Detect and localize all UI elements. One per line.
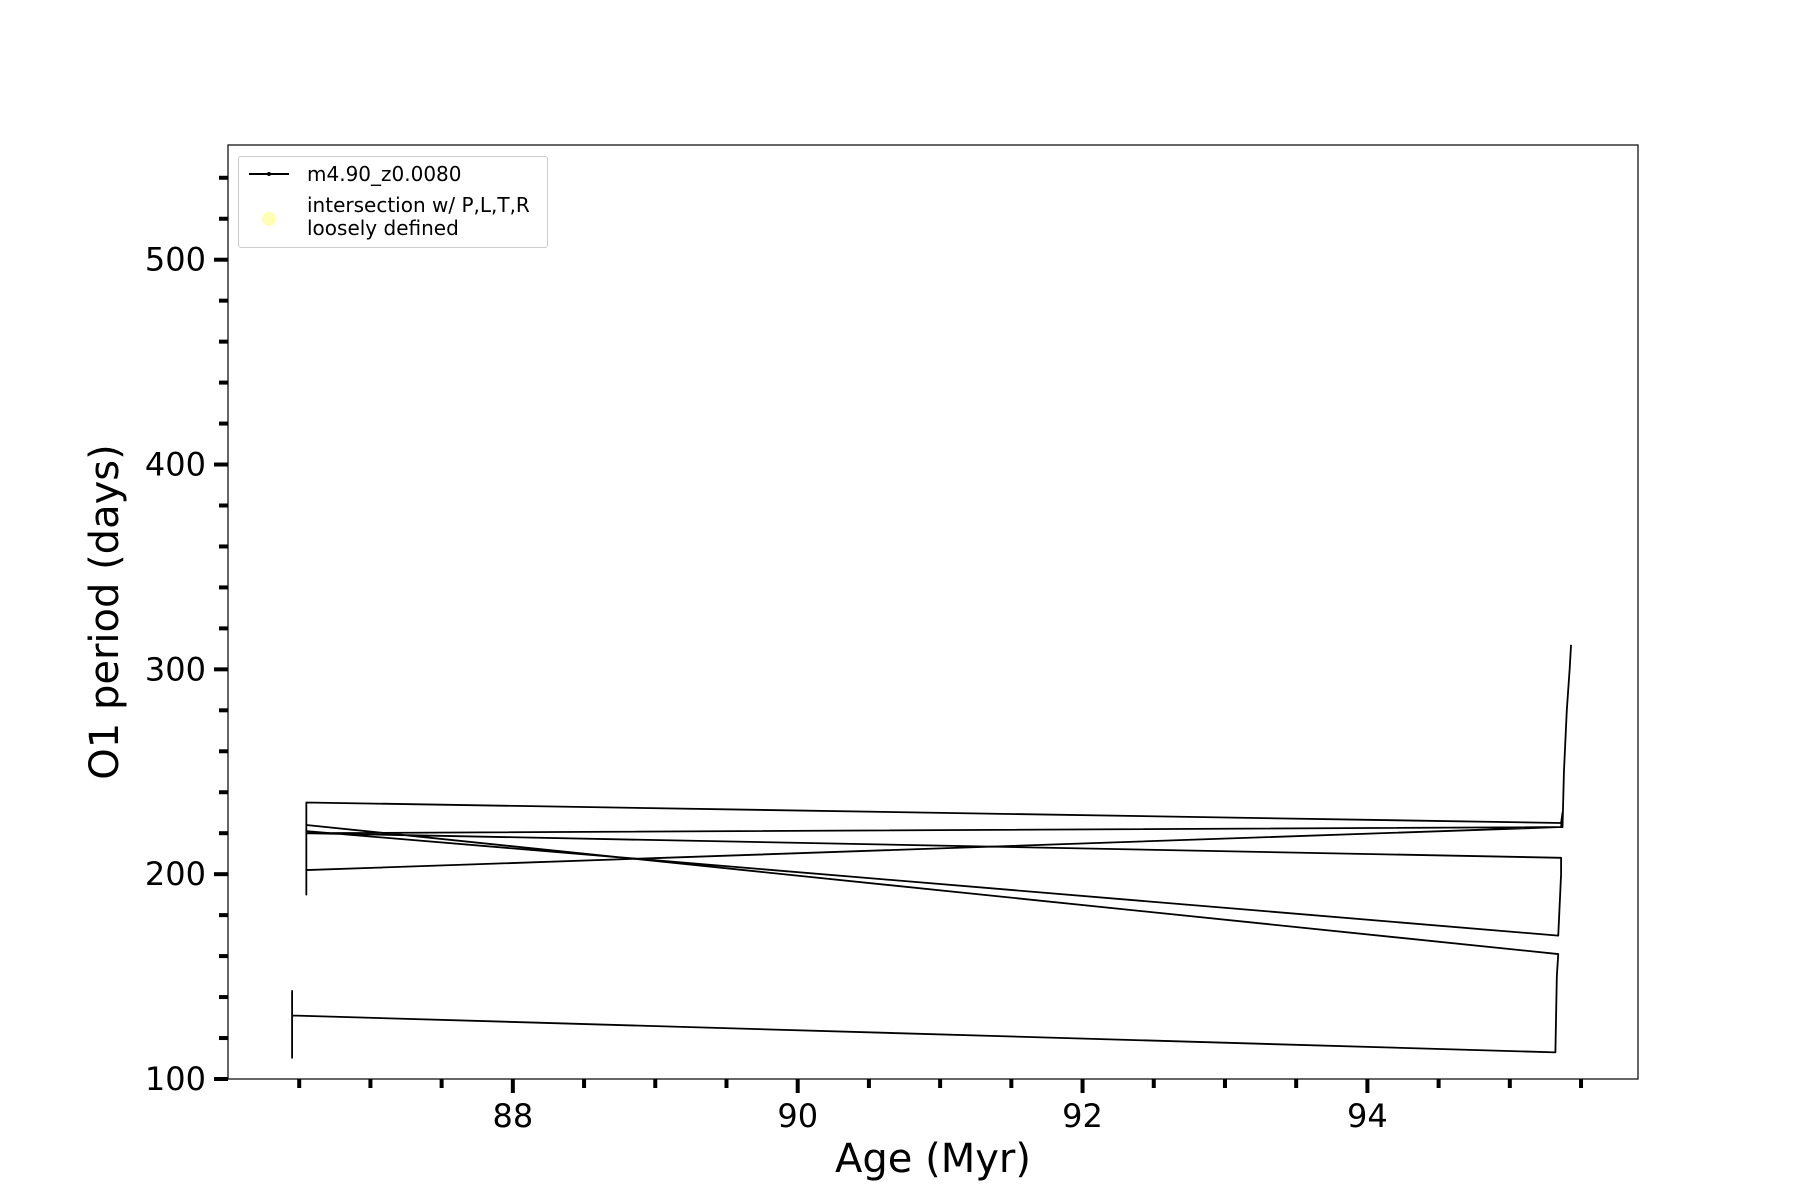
legend-dot-handle [267,172,271,176]
legend-label: intersection w/ P,L,T,R loosely defined [307,193,530,240]
plot-frame [227,144,1639,1080]
legend-handles [249,172,289,226]
y-tick-label: 100 [145,1060,206,1098]
series-line [291,644,1572,1059]
y-axis-label: O1 period (days) [82,444,128,779]
y-tick-label: 200 [145,855,206,893]
x-tick-label: 88 [492,1097,533,1135]
x-tick-label: 92 [1062,1097,1103,1135]
legend: m4.90_z0.0080 intersection w/ P,L,T,R lo… [238,156,548,248]
y-tick-label: 500 [145,241,206,279]
legend-label: m4.90_z0.0080 [307,162,462,186]
x-tick-label: 94 [1347,1097,1388,1135]
y-tick-label: 300 [145,650,206,688]
y-tick-label: 400 [145,446,206,484]
x-axis-label: Age (Myr) [835,1136,1031,1182]
x-tick-label: 90 [777,1097,818,1135]
legend-circle-handle [262,212,276,226]
